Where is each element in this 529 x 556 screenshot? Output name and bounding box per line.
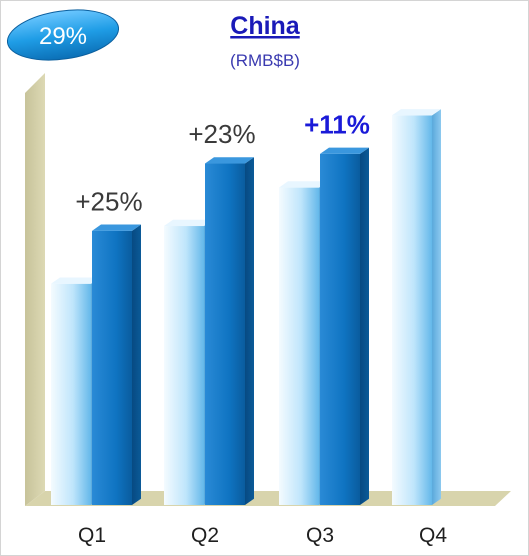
growth-label-q1: +25%: [75, 187, 142, 217]
bar-top: [392, 109, 441, 116]
bar-side: [360, 147, 369, 505]
tick-label-q3: Q3: [306, 524, 334, 547]
bar-side: [432, 109, 441, 505]
share-badge: 29%: [6, 9, 120, 61]
tick-label-q1: Q1: [78, 524, 106, 547]
bar-top: [164, 219, 213, 227]
tick-label-q4: Q4: [419, 524, 447, 547]
share-badge-label: 29%: [39, 23, 87, 50]
bar-front: [164, 226, 204, 506]
chart-subtitle: (RMB$B): [230, 51, 300, 70]
bar-front: [51, 283, 91, 505]
x-axis-tick-labels: Q1 Q2 Q3 Q4: [78, 524, 447, 547]
bar-front: [92, 230, 132, 505]
chart-floor: [25, 491, 511, 506]
bar-top: [320, 147, 369, 154]
growth-label-q3: +11%: [304, 110, 370, 140]
tick-label-q2: Q2: [191, 524, 219, 547]
bar-top: [51, 277, 100, 284]
bar-front: [279, 187, 319, 506]
bar-front: [205, 163, 245, 505]
bar-q4-series-1: [392, 109, 441, 505]
bar-q1-series-2: [92, 224, 141, 506]
bar-front: [320, 153, 360, 505]
bar-side: [132, 224, 141, 506]
growth-labels: +25% +23% +11%: [75, 110, 370, 217]
bar-top: [279, 181, 328, 188]
bar-top: [205, 157, 254, 164]
chart-title: China: [230, 12, 301, 40]
bar-q3-series-2: [320, 147, 369, 505]
bar-top: [92, 224, 141, 231]
share-badge-shape: [6, 9, 120, 61]
chart-side-wall: [25, 73, 45, 506]
bar-side: [245, 157, 254, 505]
bars-layer: [51, 109, 441, 506]
growth-label-q2: +23%: [188, 119, 255, 149]
bar-front: [392, 115, 432, 505]
bar-q2-series-2: [205, 157, 254, 505]
